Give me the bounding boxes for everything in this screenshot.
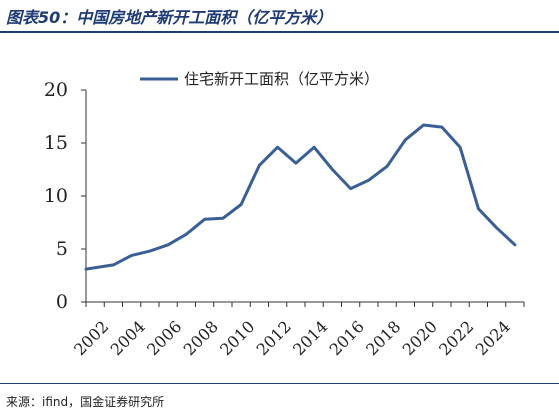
y-tick-label: 10 <box>44 185 68 207</box>
x-axis-ticks: 2002200420062008201020122014201620182020… <box>70 302 525 359</box>
y-tick-label: 0 <box>56 291 68 313</box>
x-tick-label: 2008 <box>180 317 222 359</box>
source-note: 来源：ifind，国金证券研究所 <box>6 395 165 409</box>
x-tick-label: 2006 <box>143 317 185 359</box>
x-tick-label: 2022 <box>435 317 477 359</box>
legend: 住宅新开工面积（亿平方米） <box>140 70 379 88</box>
x-tick-label: 2018 <box>362 317 404 359</box>
x-tick-label: 2010 <box>216 317 258 359</box>
chart-title: 图表50：中国房地产新开工面积（亿平方米） <box>6 8 333 27</box>
x-tick-label: 2002 <box>70 317 112 359</box>
x-tick-label: 2016 <box>326 317 368 359</box>
series-group <box>84 123 517 271</box>
x-tick-label: 2014 <box>289 317 331 359</box>
series-line <box>84 123 517 271</box>
chart-axes <box>85 90 524 303</box>
y-tick-label: 15 <box>44 132 68 154</box>
x-tick-label: 2012 <box>253 317 295 359</box>
top-divider <box>0 31 559 33</box>
y-tick-label: 20 <box>44 79 68 101</box>
y-tick-label: 5 <box>56 238 68 260</box>
legend-label: 住宅新开工面积（亿平方米） <box>184 70 379 88</box>
y-axis-ticks: 0 5 10 15 20 <box>44 79 86 313</box>
x-tick-label: 2020 <box>399 317 441 359</box>
bottom-divider <box>0 383 559 384</box>
x-tick-label: 2004 <box>107 317 149 359</box>
x-tick-label: 2024 <box>472 317 514 359</box>
